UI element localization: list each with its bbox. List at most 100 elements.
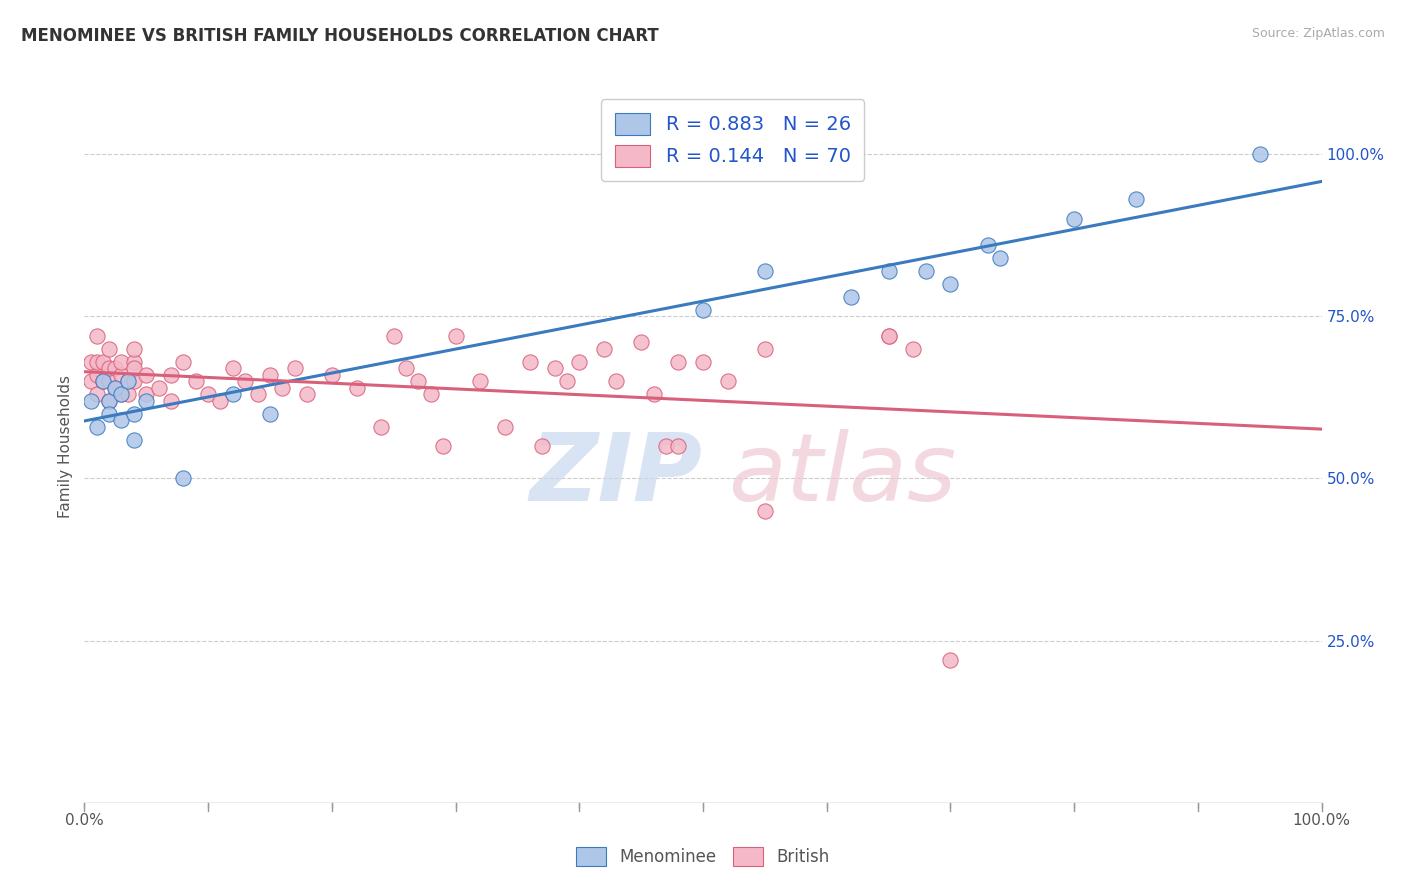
Point [877,328,900,343]
Point [692,302,714,317]
Point [233,374,256,388]
Point [104,381,127,395]
Point [135,387,157,401]
Point [222,387,245,401]
Text: ZIP: ZIP [530,428,703,521]
Point [135,393,157,408]
Point [184,374,207,388]
Point [259,407,281,421]
Point [666,354,689,368]
Point [246,387,269,401]
Point [135,368,157,382]
Point [86,419,108,434]
Point [470,374,492,388]
Point [395,361,418,376]
Point [754,504,776,518]
Point [104,381,127,395]
Point [346,381,368,395]
Point [79,393,101,408]
Point [877,264,900,278]
Point [717,374,740,388]
Y-axis label: Family Households: Family Households [58,375,73,517]
Point [148,381,170,395]
Point [1125,193,1147,207]
Point [172,354,194,368]
Point [519,354,541,368]
Point [976,238,998,252]
Point [91,374,114,388]
Text: Source: ZipAtlas.com: Source: ZipAtlas.com [1251,27,1385,40]
Point [877,328,900,343]
Point [122,374,145,388]
Point [110,387,132,401]
Point [284,361,307,376]
Point [370,419,392,434]
Point [841,290,863,304]
Point [1063,211,1085,226]
Point [91,354,114,368]
Point [117,387,139,401]
Point [122,354,145,368]
Point [939,653,962,667]
Point [122,407,145,421]
Point [444,328,467,343]
Point [432,439,454,453]
Point [86,387,108,401]
Point [754,264,776,278]
Point [630,335,652,350]
Point [754,342,776,356]
Point [117,374,139,388]
Point [110,387,132,401]
Point [531,439,554,453]
Point [655,439,678,453]
Point [209,393,232,408]
Point [295,387,318,401]
Point [98,361,121,376]
Point [939,277,962,291]
Point [122,342,145,356]
Point [122,433,145,447]
Point [271,381,294,395]
Point [543,361,565,376]
Point [643,387,665,401]
Point [494,419,516,434]
Point [568,354,591,368]
Point [172,471,194,485]
Point [98,407,121,421]
Point [98,374,121,388]
Point [122,361,145,376]
Point [86,354,108,368]
Point [593,342,616,356]
Point [110,354,132,368]
Point [160,368,183,382]
Point [104,361,127,376]
Point [408,374,430,388]
Point [86,328,108,343]
Point [91,374,114,388]
Point [1249,147,1271,161]
Point [222,361,245,376]
Point [605,374,627,388]
Legend: R = 0.883   N = 26, R = 0.144   N = 70: R = 0.883 N = 26, R = 0.144 N = 70 [602,99,865,181]
Point [382,328,405,343]
Legend: Menominee, British: Menominee, British [568,838,838,875]
Point [988,251,1011,265]
Point [98,393,121,408]
Point [666,439,689,453]
Point [79,374,101,388]
Point [692,354,714,368]
Point [321,368,343,382]
Point [903,342,925,356]
Point [914,264,936,278]
Point [419,387,441,401]
Point [110,413,132,427]
Text: atlas: atlas [728,429,956,520]
Point [79,354,101,368]
Point [110,368,132,382]
Point [197,387,219,401]
Point [98,342,121,356]
Point [117,374,139,388]
Point [259,368,281,382]
Point [555,374,578,388]
Point [86,368,108,382]
